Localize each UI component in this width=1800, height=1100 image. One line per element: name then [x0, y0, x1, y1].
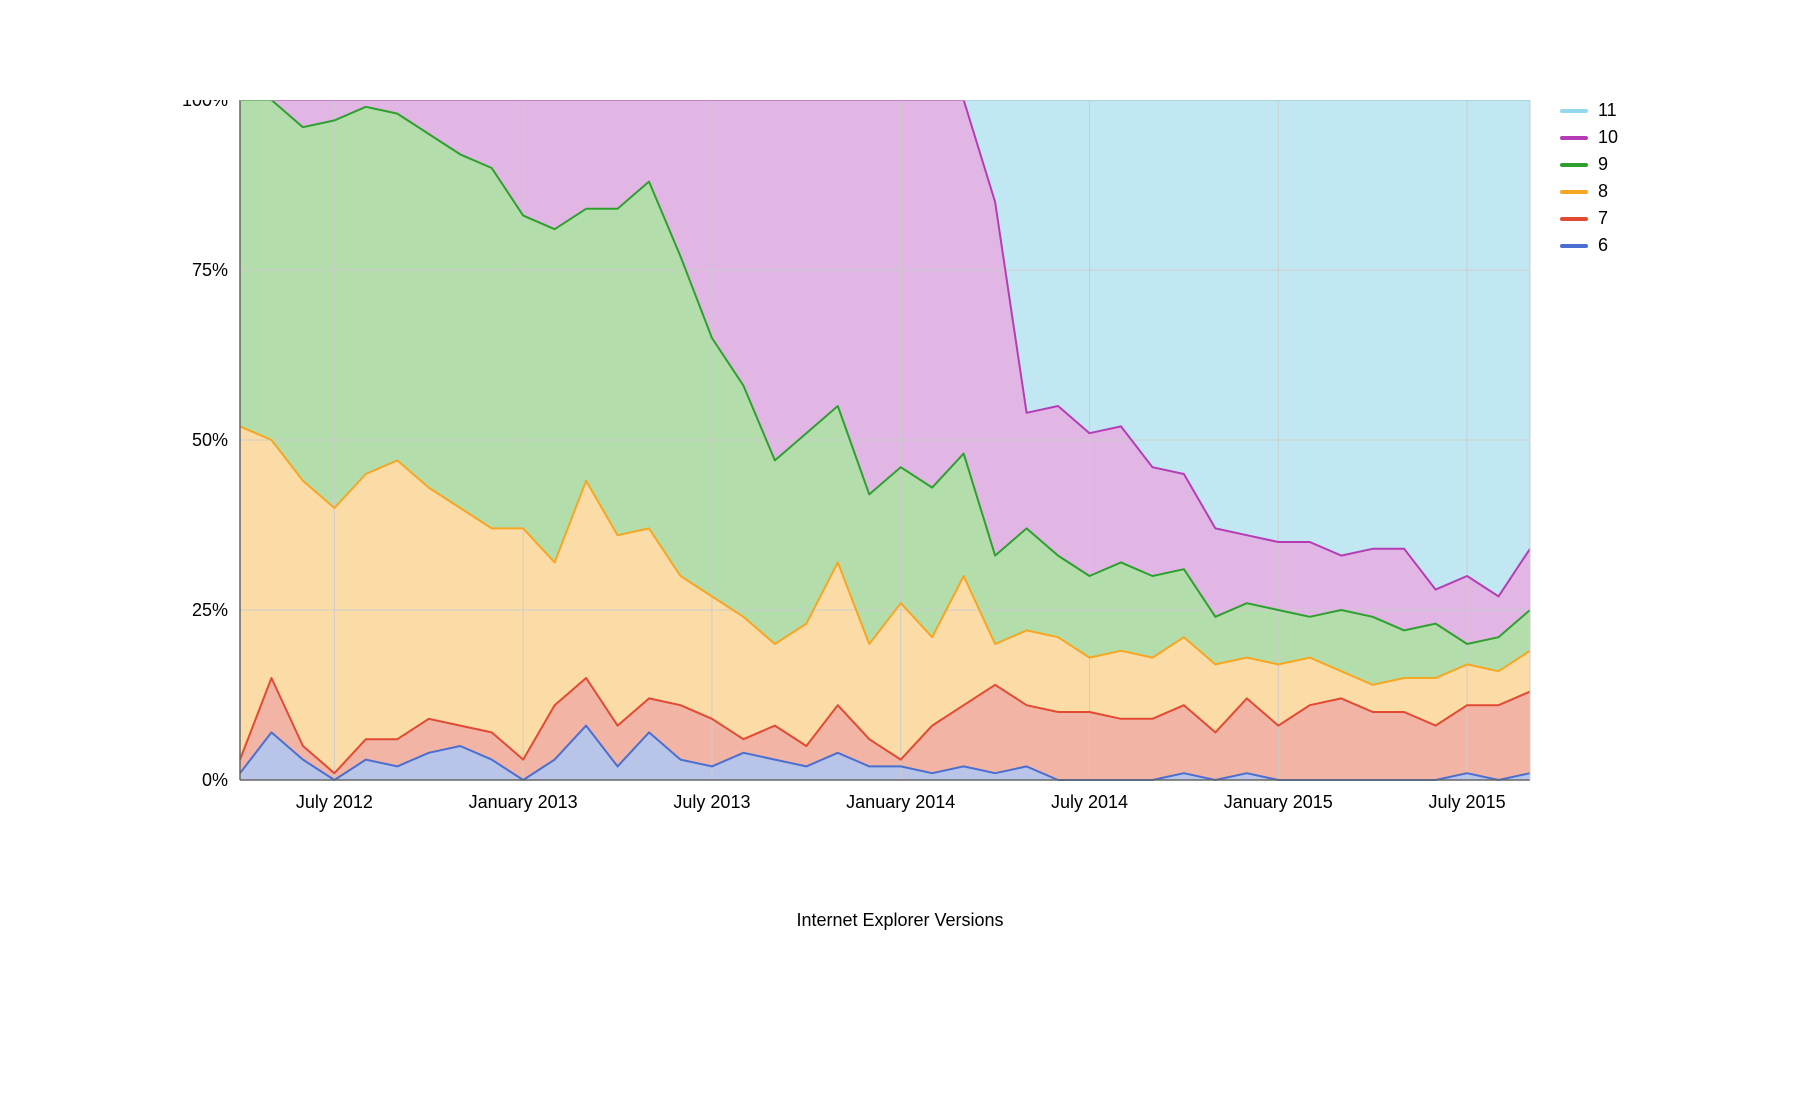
y-tick-label: 50%	[192, 430, 228, 450]
chart-caption: Internet Explorer Versions	[0, 910, 1800, 931]
y-tick-label: 0%	[202, 770, 228, 790]
y-tick-label: 25%	[192, 600, 228, 620]
x-tick-label: July 2015	[1429, 792, 1506, 812]
legend-swatch	[1560, 244, 1588, 248]
x-tick-label: January 2015	[1224, 792, 1333, 812]
legend-item: 7	[1560, 208, 1618, 229]
x-tick-label: January 2013	[469, 792, 578, 812]
legend: 11 10 9 8 7 6	[1560, 100, 1618, 262]
x-tick-label: July 2012	[296, 792, 373, 812]
x-tick-label: July 2014	[1051, 792, 1128, 812]
legend-label: 7	[1598, 208, 1608, 229]
legend-item: 9	[1560, 154, 1618, 175]
legend-item: 10	[1560, 127, 1618, 148]
legend-label: 10	[1598, 127, 1618, 148]
area-chart: 0% 25% 50% 75% 100% July 2012 January 2013 July…	[180, 100, 1550, 840]
x-tick-label: January 2014	[846, 792, 955, 812]
legend-label: 8	[1598, 181, 1608, 202]
legend-swatch	[1560, 136, 1588, 140]
y-tick-label: 75%	[192, 260, 228, 280]
x-tick-label: July 2013	[673, 792, 750, 812]
legend-item: 11	[1560, 100, 1618, 121]
legend-swatch	[1560, 217, 1588, 221]
legend-label: 9	[1598, 154, 1608, 175]
legend-label: 11	[1598, 100, 1617, 121]
legend-swatch	[1560, 190, 1588, 194]
chart-container: 0% 25% 50% 75% 100% July 2012 January 2013 July…	[180, 100, 1550, 845]
y-tick-label: 100%	[182, 100, 228, 110]
legend-swatch	[1560, 109, 1588, 113]
legend-label: 6	[1598, 235, 1608, 256]
legend-swatch	[1560, 163, 1588, 167]
legend-item: 8	[1560, 181, 1618, 202]
legend-item: 6	[1560, 235, 1618, 256]
